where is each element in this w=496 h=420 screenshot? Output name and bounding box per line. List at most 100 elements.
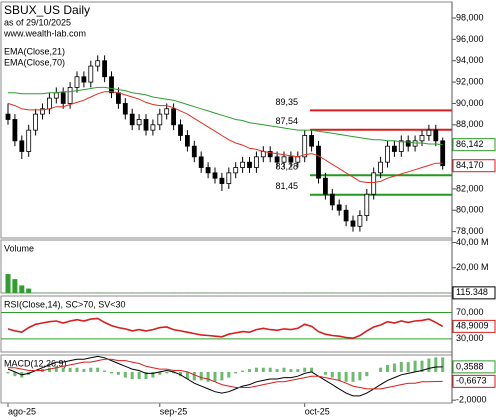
- histogram-bar: [330, 371, 334, 378]
- candle-body: [398, 140, 404, 152]
- series-line: [8, 358, 443, 390]
- value-badge-label: 0,3588: [456, 361, 484, 371]
- candle-body: [212, 172, 218, 179]
- panel-frame: [0, 354, 453, 404]
- value-badge-label: 86,142: [456, 139, 484, 149]
- candle-body: [253, 156, 259, 168]
- candle-body: [5, 113, 11, 120]
- histogram-bar: [13, 371, 17, 377]
- histogram-bar: [358, 371, 362, 381]
- candle-body: [440, 140, 446, 167]
- y-tick-label: 98,000: [456, 12, 484, 22]
- candle-body: [116, 92, 121, 104]
- histogram-bar: [123, 371, 127, 378]
- candle-body: [205, 167, 211, 174]
- candle-body: [281, 156, 287, 163]
- histogram-bar: [213, 371, 217, 382]
- candle-body: [164, 108, 170, 115]
- legend-entry: EMA(Close,21): [4, 46, 65, 56]
- candle-body: [109, 76, 114, 94]
- histogram-bar: [82, 369, 86, 372]
- candle-body: [191, 145, 197, 158]
- histogram-bar: [379, 367, 383, 372]
- histogram-bar: [254, 367, 258, 372]
- candle-body: [433, 129, 439, 142]
- legend-entry: EMA(Close,70): [4, 57, 65, 67]
- value-badge-label: -0,6673: [456, 376, 487, 386]
- histogram-bar: [158, 371, 162, 375]
- candle-body: [136, 119, 142, 126]
- histogram-bar: [103, 370, 107, 372]
- candle-body: [74, 76, 80, 88]
- histogram-bar: [268, 367, 272, 372]
- value-badge-label: 115.348: [456, 287, 488, 297]
- candle-body: [350, 220, 356, 227]
- histogram-bar: [54, 366, 58, 372]
- y-tick-label: 78,000: [456, 226, 484, 236]
- candle-body: [129, 113, 135, 126]
- series-line: [8, 86, 443, 146]
- candle-body: [150, 124, 156, 131]
- histogram-bar: [337, 371, 341, 381]
- histogram-bar: [427, 358, 431, 372]
- level-label: 81,45: [275, 181, 298, 191]
- candle-body: [316, 145, 321, 179]
- histogram-bar: [399, 362, 403, 372]
- candle-body: [33, 113, 38, 131]
- histogram-bar: [179, 371, 182, 377]
- volume-bar: [19, 285, 25, 293]
- histogram-bar: [61, 367, 65, 372]
- candle-body: [81, 76, 87, 83]
- histogram-bar: [6, 371, 10, 374]
- candle-body: [40, 108, 45, 115]
- value-badge: [452, 286, 496, 300]
- candle-body: [419, 135, 425, 142]
- candle-body: [288, 156, 294, 163]
- candle-body: [329, 193, 335, 206]
- histogram-bar: [344, 371, 348, 382]
- value-badge-label: 84,170: [456, 160, 484, 170]
- candle-body: [95, 60, 101, 67]
- histogram-bar: [165, 371, 169, 374]
- y-tick-label: 94,000: [456, 55, 484, 65]
- panel-frame: [0, 1, 453, 239]
- y-tick-label: 20,00 M: [456, 262, 489, 272]
- value-badge: [452, 360, 496, 374]
- histogram-bar: [241, 370, 245, 372]
- histogram-bar: [248, 369, 251, 372]
- y-tick-label: 30,000: [456, 333, 484, 343]
- y-tick-label: -2,0000: [456, 395, 487, 405]
- histogram-bar: [151, 371, 155, 378]
- level-label: 89,35: [275, 97, 298, 107]
- candle-body: [247, 161, 252, 168]
- y-tick-label: 96,000: [456, 34, 484, 44]
- histogram-bar: [172, 371, 176, 374]
- histogram-bar: [434, 357, 438, 372]
- histogram-bar: [199, 371, 203, 381]
- histogram-bar: [275, 369, 279, 372]
- histogram-bar: [130, 371, 134, 379]
- histogram-bar: [144, 371, 148, 379]
- candle-body: [26, 129, 32, 152]
- candle-body: [385, 145, 390, 163]
- y-tick-label: 90,000: [456, 98, 484, 108]
- histogram-bar: [234, 371, 238, 374]
- candle-body: [226, 172, 232, 184]
- panel-title: Volume: [4, 243, 34, 253]
- candle-body: [198, 156, 204, 168]
- candle-body: [267, 151, 273, 158]
- candle-body: [53, 92, 59, 99]
- histogram-bar: [420, 360, 424, 372]
- histogram-bar: [220, 371, 224, 381]
- histogram-bar: [310, 367, 314, 372]
- candle-body: [19, 140, 25, 152]
- histogram-bar: [386, 364, 389, 372]
- histogram-bar: [137, 371, 141, 379]
- candle-body: [12, 119, 18, 142]
- candle-body: [60, 92, 66, 104]
- y-tick-label: 82,000: [456, 183, 484, 193]
- candle-body: [157, 113, 163, 126]
- source: www.wealth-lab.com: [3, 28, 86, 38]
- panel-frame: [0, 239, 453, 294]
